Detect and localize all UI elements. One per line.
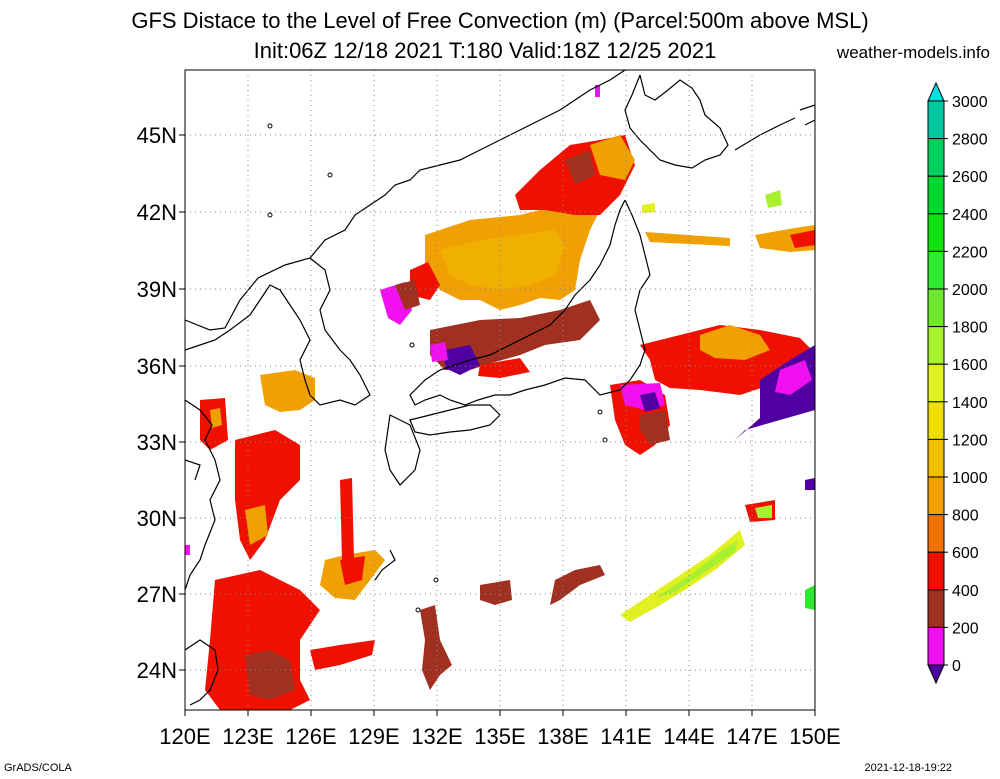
colorbar-label: 1400 [952,395,988,412]
colorbar-swatch [927,326,945,365]
colorbar-label: 1000 [952,470,988,487]
colorbar-label: 400 [952,583,979,600]
colorbar-swatch [927,250,945,290]
colorbar-swatch [927,551,945,591]
footer-credit: GrADS/COLA [4,762,72,774]
site-label: weather-models.info [836,43,990,62]
footer-timestamp: 2021-12-18-19:22 [864,762,952,774]
colorbar-label: 2800 [952,132,988,149]
map-subtitle: Init:06Z 12/18 2021 T:180 Valid:18Z 12/2… [253,38,717,63]
colorbar-swatch [927,138,945,177]
colorbar-label: 200 [952,620,979,637]
lat-label: 27N [137,582,177,607]
lat-label: 39N [137,277,177,302]
colorbar-bottom-arrow [927,664,945,685]
colorbar-swatch [927,175,945,215]
lat-label: 36N [137,354,177,379]
colorbar-label: 0 [952,658,961,675]
colorbar-label: 1200 [952,432,988,449]
colorbar-label: 1600 [952,357,988,374]
lat-label: 24N [137,658,177,683]
colorbar-label: 2600 [952,169,988,186]
islands [267,123,608,613]
lon-label: 135E [474,724,525,749]
lon-label: 144E [663,724,714,749]
lon-label: 126E [285,724,336,749]
colorbar-swatch [927,363,945,403]
latitude-labels: 45N 42N 39N 36N 33N 30N 27N 24N [137,123,177,683]
coastlines [185,70,815,706]
colorbar-swatch [927,288,945,328]
colorbar-swatch [927,589,945,628]
colorbar-label: 3000 [952,94,988,111]
grid-lines [179,70,816,716]
colorbar-label: 2200 [952,244,988,261]
lon-label: 150E [789,724,840,749]
colorbar-swatch [927,626,945,666]
lon-label: 138E [537,724,588,749]
lon-label: 129E [348,724,399,749]
map-title: GFS Distace to the Level of Free Convect… [131,8,869,33]
colorbar-label: 1800 [952,320,988,337]
lon-label: 123E [222,724,273,749]
lat-label: 42N [137,200,177,225]
colorbar-swatch [927,476,945,516]
lat-label: 33N [137,430,177,455]
field-layer [185,85,815,710]
colorbar-label: 800 [952,508,979,525]
colorbar-label: 600 [952,545,979,562]
map-frame [184,69,816,711]
colorbar-swatch [927,100,945,140]
lon-label: 147E [726,724,777,749]
lat-label: 45N [137,123,177,148]
colorbar-swatch [927,438,945,478]
colorbar-swatch [927,401,945,440]
colorbar-top-arrow [927,81,945,102]
colorbar-label: 2400 [952,207,988,224]
lon-label: 141E [600,724,651,749]
colorbar-swatch [927,213,945,252]
colorbar-swatch [927,514,945,553]
longitude-labels: 120E 123E 126E 129E 132E 135E 138E 141E 144E 147E… [159,724,840,749]
lat-label: 30N [137,506,177,531]
lon-label: 132E [411,724,462,749]
colorbar-label: 2000 [952,282,988,299]
lon-label: 120E [159,724,210,749]
colorbar: 3000280026002400220020001800160014001200… [927,81,988,685]
